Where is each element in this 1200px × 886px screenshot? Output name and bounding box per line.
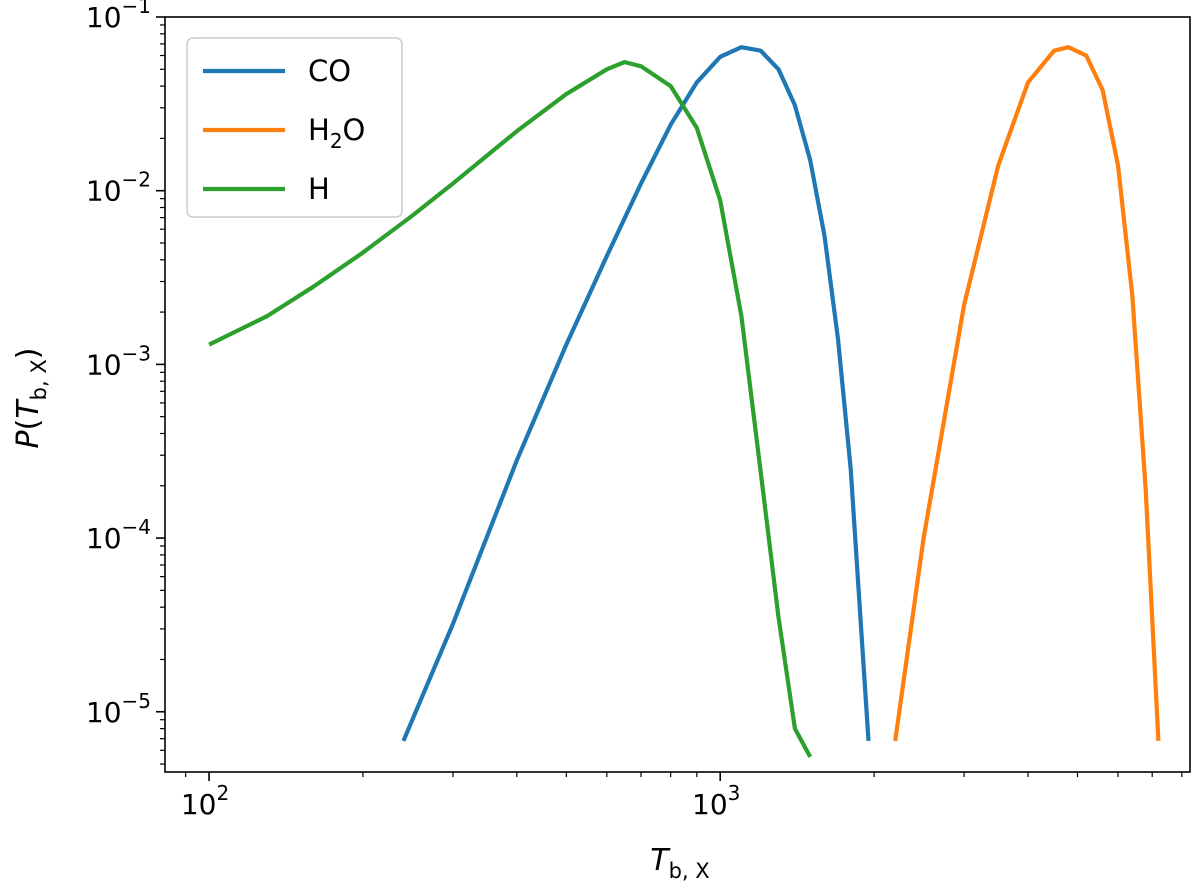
series-line-0 bbox=[401, 45, 871, 742]
x-axis: 102 103 bbox=[181, 772, 1183, 821]
series-line-2 bbox=[208, 60, 813, 758]
y-tick-label: 10−4 bbox=[86, 515, 151, 555]
series-layer bbox=[208, 45, 1161, 758]
plot-frame bbox=[164, 16, 1191, 773]
x-tick-label: 102 bbox=[181, 781, 229, 821]
legend: CO H2O H bbox=[186, 37, 403, 218]
y-tick-label: 10−3 bbox=[86, 341, 151, 381]
y-tick-label: 10−5 bbox=[86, 689, 151, 729]
legend-label-2: H bbox=[308, 172, 330, 206]
x-axis-label: Tb, X bbox=[650, 843, 709, 883]
y-axis-label: P(Tb, X) bbox=[11, 348, 51, 449]
legend-label-0: CO bbox=[308, 54, 351, 88]
legend-box bbox=[186, 37, 403, 218]
y-tick-label: 10−2 bbox=[86, 168, 151, 208]
series-line-1 bbox=[893, 45, 1161, 742]
legend-label-1: H2O bbox=[308, 113, 365, 153]
x-tick-label: 103 bbox=[692, 781, 740, 821]
y-tick-label: 10−1 bbox=[86, 0, 151, 34]
y-axis: 10−5 10−4 10−3 10−2 10−1 bbox=[86, 0, 165, 765]
